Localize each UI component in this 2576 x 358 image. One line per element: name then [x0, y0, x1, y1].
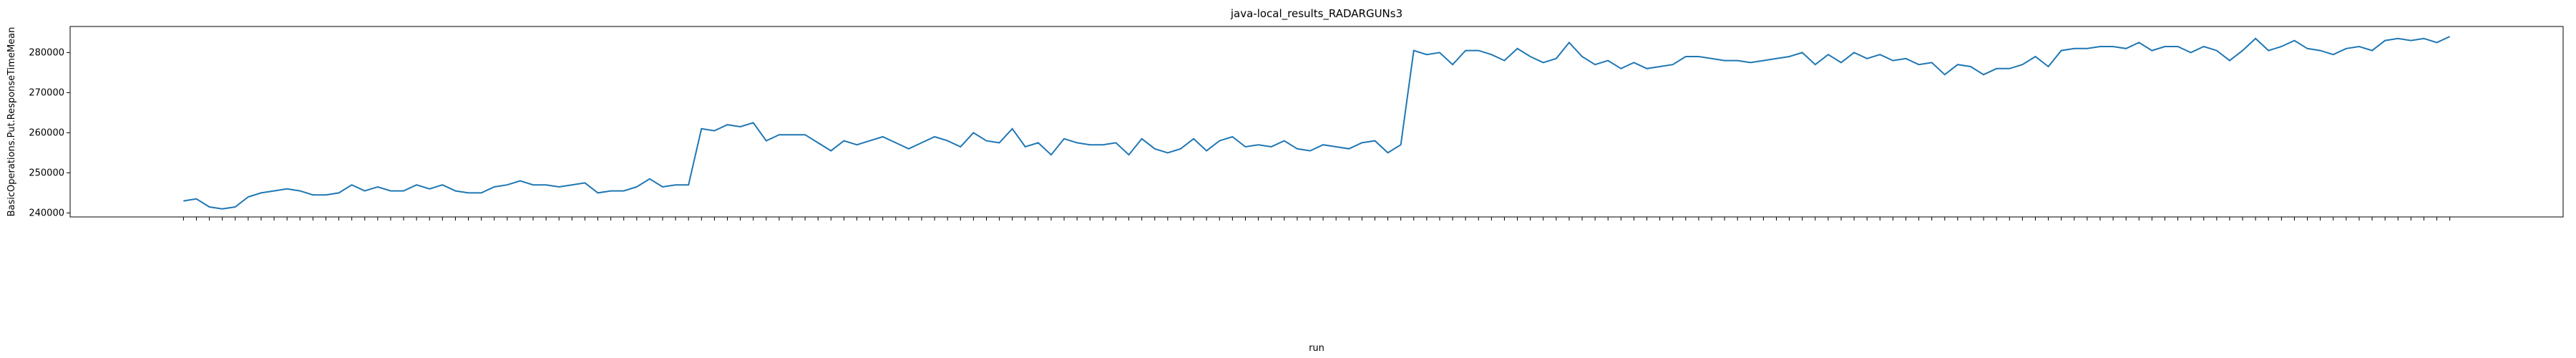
chart-title: java-local_results_RADARGUNs3: [1230, 7, 1402, 21]
x-axis-label: run: [1309, 343, 1324, 354]
y-tick-label: 240000: [29, 208, 64, 218]
y-tick-label: 250000: [29, 168, 64, 178]
y-tick-label: 260000: [29, 127, 64, 138]
line-series: [183, 36, 2451, 210]
plot-frame: [69, 26, 2564, 218]
y-tick-label: 270000: [29, 87, 64, 98]
y-axis-label: BasicOperations.Put.ResponseTimeMean: [6, 27, 17, 217]
y-tick-label: 280000: [29, 47, 64, 58]
